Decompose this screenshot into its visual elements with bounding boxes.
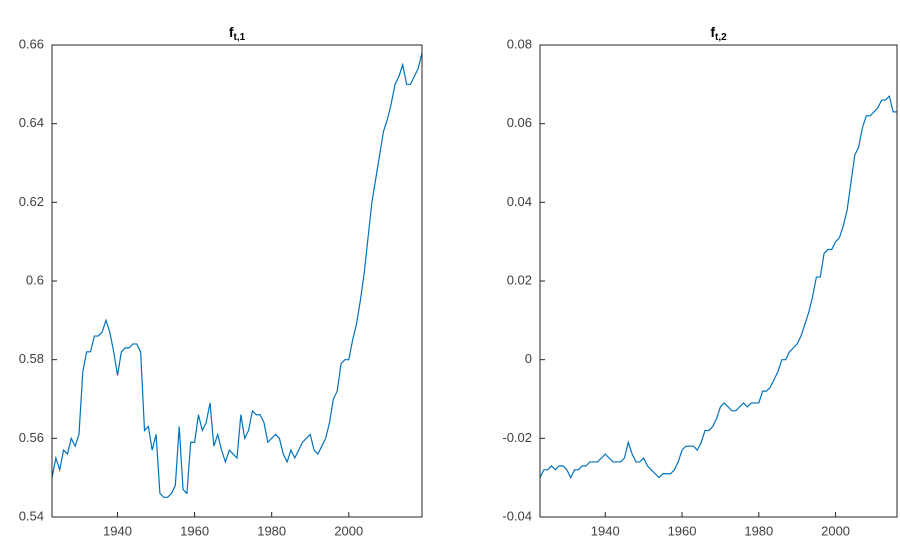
chart-title: ft,1: [229, 24, 246, 43]
chart-title: ft,2: [710, 24, 727, 43]
y-tick-label: 0: [525, 351, 532, 366]
title-main: f: [229, 24, 234, 40]
y-tick-label: 0.64: [19, 115, 44, 130]
axes-box: [539, 44, 898, 518]
y-tick-label: 0.54: [19, 508, 44, 523]
y-tick-label: 0.04: [507, 194, 532, 209]
x-tick-label: 2000: [334, 523, 363, 538]
title-subscript: t,1: [234, 32, 246, 43]
line-series: [539, 94, 897, 480]
y-tick-label: -0.02: [502, 430, 532, 445]
x-tick-label: 1960: [180, 523, 209, 538]
x-tick-label: 1980: [257, 523, 286, 538]
y-tick-label: 0.06: [507, 115, 532, 130]
y-tick-label: 0.66: [19, 36, 44, 51]
y-tick-label: 0.56: [19, 430, 44, 445]
y-tick-label: 0.08: [507, 36, 532, 51]
axes-box: [51, 44, 423, 518]
x-tick-label: 1980: [744, 523, 773, 538]
line-series: [51, 52, 423, 498]
y-tick-label: -0.04: [502, 508, 532, 523]
y-tick-label: 0.6: [26, 272, 44, 287]
y-tick-label: 0.62: [19, 194, 44, 209]
y-tick-label: 0.02: [507, 272, 532, 287]
y-tick-label: 0.58: [19, 351, 44, 366]
x-tick-label: 1940: [103, 523, 132, 538]
x-tick-label: 1940: [591, 523, 620, 538]
subplot: ft,1 0.54 0.56 0.58 0.6 0.62 0.64 0.66 1940 1960 1…: [19, 24, 423, 538]
subplot: ft,2 -0.04 -0.02 0 0.02 0.04 0.06 0.08 1940 1960 1…: [502, 24, 898, 538]
x-tick-label: 2000: [821, 523, 850, 538]
x-tick-label: 1960: [668, 523, 697, 538]
title-main: f: [710, 24, 715, 40]
title-subscript: t,2: [715, 32, 727, 43]
